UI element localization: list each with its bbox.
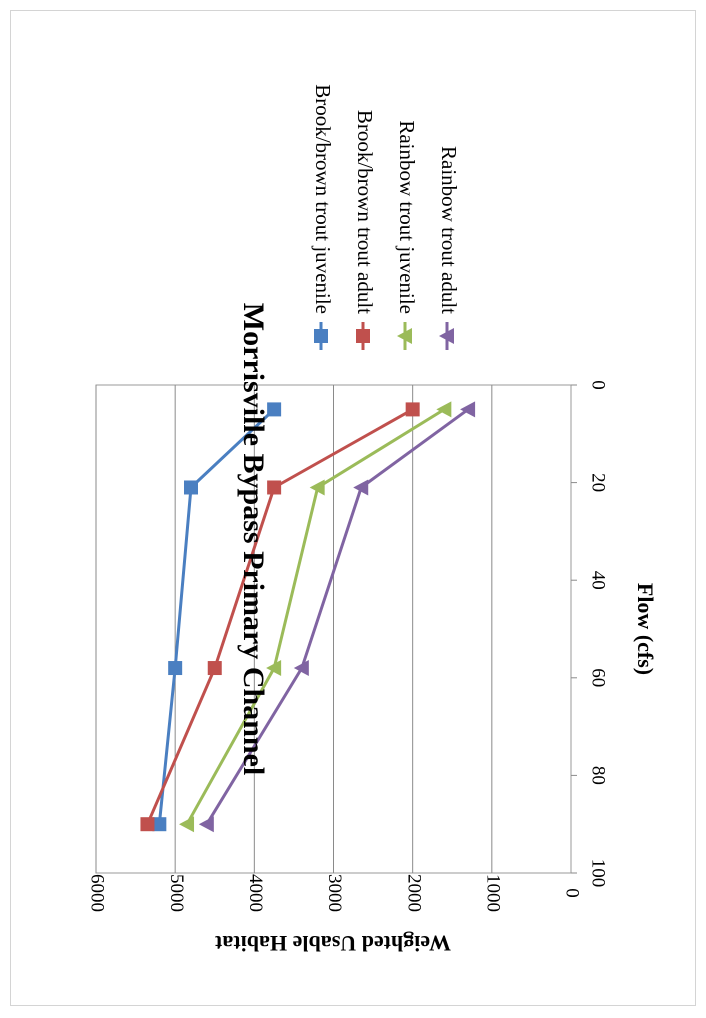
series-2-point-3 [207, 661, 222, 676]
series-2-point-4 [140, 817, 155, 832]
legend-marker-1 [314, 329, 328, 343]
series-4-line [205, 408, 469, 825]
series-1-point-4 [152, 817, 167, 832]
series-3-point-3 [266, 660, 282, 677]
habitat-tick-label-4000: 4000 [245, 874, 266, 912]
series-2 [140, 402, 420, 832]
weighted-usable-habitat-tick-labels: 0 1000 2000 3000 4000 5000 6000 [87, 874, 583, 912]
series-1-point-1 [267, 402, 282, 417]
series-3-point-4 [179, 816, 195, 833]
series-1-line [157, 408, 276, 825]
legend-entry-2: Brook/brown trout adult [353, 110, 377, 350]
series-3-point-1 [436, 401, 452, 418]
habitat-tick-label-6000: 6000 [87, 874, 108, 912]
series-4-point-2 [353, 479, 369, 496]
series-layer [140, 401, 476, 833]
series-2-point-2 [267, 480, 282, 495]
flow-tick-label-60: 60 [588, 668, 609, 687]
habitat-tick-label-5000: 5000 [166, 874, 187, 912]
habitat-tick-label-0: 0 [562, 888, 583, 898]
habitat-tick-label-1000: 1000 [482, 874, 503, 912]
gridlines [95, 385, 493, 873]
series-4 [198, 401, 476, 833]
flow-tick-label-40: 40 [588, 571, 609, 590]
series-4-point-3 [293, 660, 309, 677]
flow-tick-label-0: 0 [588, 380, 609, 390]
legend-label-4: Rainbow trout adult [437, 146, 461, 314]
chart-svg: 0 1000 2000 3000 4000 5000 6000 0 20 40 60 80 100 B… [87, 84, 658, 956]
flow-tick-label-20: 20 [588, 473, 609, 492]
chart-title: Morrisville Bypass Primary Channel [237, 303, 270, 775]
series-3-point-2 [309, 479, 325, 496]
series-2-line [146, 408, 414, 825]
flow-tick-labels: 0 20 40 60 80 100 [571, 380, 609, 887]
habitat-tick-label-3000: 3000 [324, 874, 345, 912]
habitat-tick-label-2000: 2000 [403, 874, 424, 912]
legend-marker-2 [356, 329, 370, 343]
legend-label-1: Brook/brown trout juvenile [311, 84, 335, 314]
chart-frame: 0 1000 2000 3000 4000 5000 6000 0 20 40 60 80 100 B… [10, 10, 696, 1006]
legend-entry-3: Rainbow trout juvenile [395, 120, 419, 350]
series-4-point-1 [460, 401, 476, 418]
series-3 [179, 401, 452, 833]
series-3-line [185, 408, 446, 825]
flow-tick-label-100: 100 [588, 859, 609, 888]
legend: Brook/brown trout juvenile Brook/brown tr… [311, 84, 461, 350]
series-1-point-3 [168, 661, 183, 676]
series-2-point-1 [405, 402, 420, 417]
legend-label-2: Brook/brown trout adult [353, 110, 377, 314]
x-axis-title: Flow (cfs) [633, 583, 658, 675]
legend-entry-4: Rainbow trout adult [437, 146, 461, 350]
legend-marker-4 [439, 328, 454, 344]
legend-entry-1: Brook/brown trout juvenile [311, 84, 335, 350]
series-1-point-2 [184, 480, 198, 495]
flow-tick-label-80: 80 [588, 766, 609, 785]
series-1 [152, 402, 282, 832]
legend-marker-3 [397, 328, 412, 344]
y-axis-title: Weighted Usable Habitat [214, 931, 451, 956]
series-4-point-4 [198, 816, 214, 833]
legend-label-3: Rainbow trout juvenile [395, 120, 419, 314]
